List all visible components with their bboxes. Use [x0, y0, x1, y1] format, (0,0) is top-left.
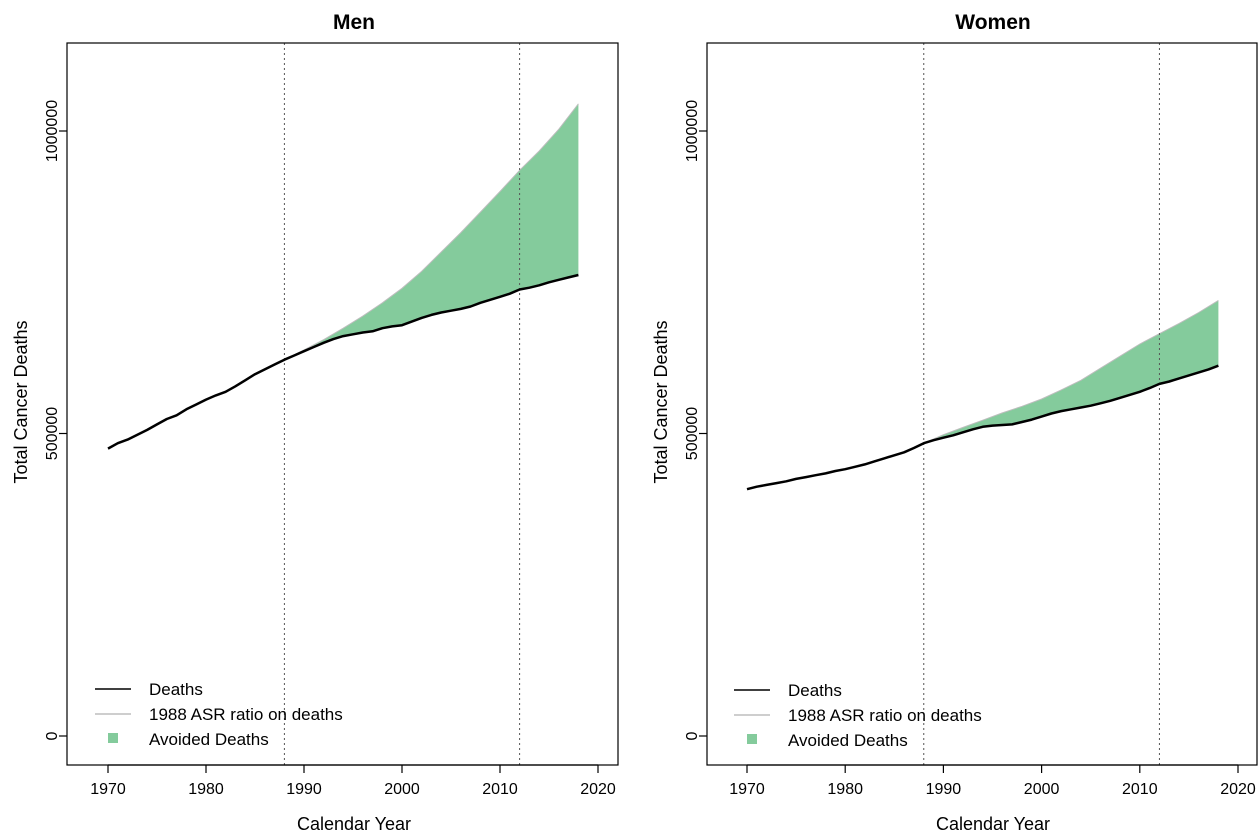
men-x-tick-label: 1990	[286, 781, 322, 798]
women-legend-avoided-swatch	[747, 734, 757, 744]
women-x-axis-label: Calendar Year	[936, 814, 1050, 834]
men-panel-title: Men	[333, 11, 375, 34]
women-y-tick-label: 1000000	[684, 100, 701, 162]
women-y-tick-label: 500000	[684, 407, 701, 460]
women-y-tick-label: 0	[684, 731, 701, 740]
men-legend-deaths-label: Deaths	[149, 680, 203, 699]
women-y-axis-label: Total Cancer Deaths	[651, 320, 671, 483]
men-y-tick-label: 500000	[44, 407, 61, 460]
men-x-tick-label: 1980	[188, 781, 224, 798]
men-plot-area: 1970 1980 1990 2000 2010 2020 0 500000 1000000	[44, 42, 619, 798]
women-legend-deaths-label: Deaths	[788, 681, 842, 700]
women-panel-title: Women	[955, 11, 1030, 34]
women-x-tick-label: 1970	[729, 781, 765, 798]
men-expected-deaths-line	[284, 103, 579, 361]
women-legend: Deaths 1988 ASR ratio on deaths Avoided …	[734, 681, 982, 750]
women-x-tick-label: 1980	[827, 781, 863, 798]
men-x-axis-label: Calendar Year	[297, 814, 411, 834]
women-x-tick-label: 2020	[1220, 781, 1256, 798]
women-x-tick-label: 2010	[1122, 781, 1158, 798]
men-y-axis-label: Total Cancer Deaths	[11, 320, 31, 483]
men-legend-expected-label: 1988 ASR ratio on deaths	[149, 705, 343, 724]
women-legend-avoided-label: Avoided Deaths	[788, 731, 908, 750]
men-x-tick-label: 2020	[580, 781, 616, 798]
women-avoided-deaths-area	[923, 300, 1219, 444]
men-panel: Men Calendar Year Total Cancer Deaths 19…	[11, 11, 619, 834]
women-panel: Women Calendar Year Total Cancer Deaths …	[651, 11, 1258, 834]
men-legend-avoided-label: Avoided Deaths	[149, 730, 269, 749]
men-legend-avoided-swatch	[108, 733, 118, 743]
women-deaths-line	[746, 364, 1219, 491]
men-x-tick-label: 1970	[90, 781, 126, 798]
women-expected-deaths-line	[923, 299, 1219, 444]
men-y-tick-label: 1000000	[44, 100, 61, 162]
women-x-tick-label: 1990	[926, 781, 962, 798]
men-deaths-line	[107, 273, 579, 450]
women-plot-area: 1970 1980 1990 2000 2010 2020 0 500000 1000000	[684, 42, 1258, 798]
men-x-tick-label: 2000	[384, 781, 420, 798]
men-legend: Deaths 1988 ASR ratio on deaths Avoided …	[95, 680, 343, 749]
men-plot-frame	[66, 42, 619, 766]
men-y-tick-label: 0	[44, 731, 61, 740]
men-x-tick-label: 2010	[482, 781, 518, 798]
women-x-tick-label: 2000	[1024, 781, 1060, 798]
men-avoided-deaths-area	[284, 103, 579, 360]
women-legend-expected-label: 1988 ASR ratio on deaths	[788, 706, 982, 725]
women-plot-frame	[706, 42, 1258, 766]
